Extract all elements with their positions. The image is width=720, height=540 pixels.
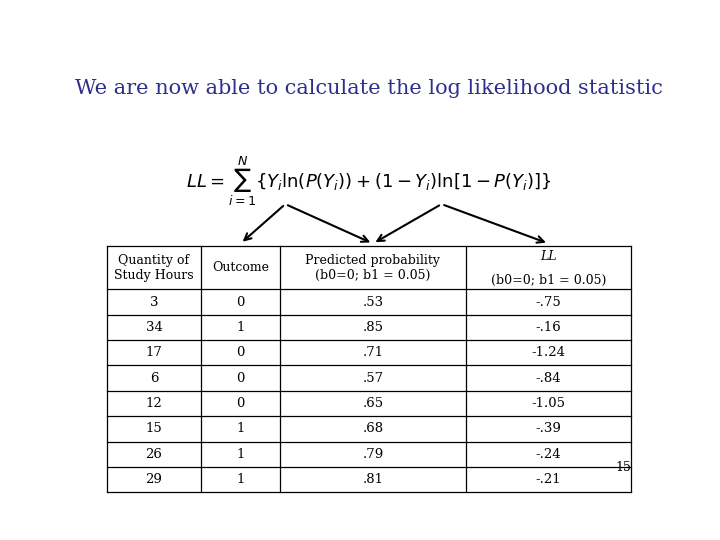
Text: 1: 1 xyxy=(236,448,245,461)
Text: .81: .81 xyxy=(362,473,384,486)
Text: .57: .57 xyxy=(362,372,384,384)
Text: 15: 15 xyxy=(616,461,631,474)
Text: 0: 0 xyxy=(236,372,245,384)
Text: 26: 26 xyxy=(145,448,163,461)
Text: 0: 0 xyxy=(236,397,245,410)
Text: We are now able to calculate the log likelihood statistic: We are now able to calculate the log lik… xyxy=(75,79,663,98)
Text: 1: 1 xyxy=(236,473,245,486)
Text: Outcome: Outcome xyxy=(212,261,269,274)
Text: .53: .53 xyxy=(362,295,384,308)
Text: .85: .85 xyxy=(362,321,384,334)
Text: 34: 34 xyxy=(145,321,163,334)
Text: 12: 12 xyxy=(145,397,162,410)
Text: .68: .68 xyxy=(362,422,384,435)
Text: LL: LL xyxy=(541,250,557,263)
Text: .65: .65 xyxy=(362,397,384,410)
Text: $LL = \sum_{i=1}^{N} \{Y_i \ln(P(Y_i)) + (1-Y_i)\ln[1-P(Y_i)]\}$: $LL = \sum_{i=1}^{N} \{Y_i \ln(P(Y_i)) +… xyxy=(186,154,552,208)
Text: -.21: -.21 xyxy=(536,473,562,486)
Text: -1.24: -1.24 xyxy=(531,346,566,359)
Text: 6: 6 xyxy=(150,372,158,384)
Text: 1: 1 xyxy=(236,321,245,334)
Text: -.84: -.84 xyxy=(536,372,562,384)
Text: 17: 17 xyxy=(145,346,163,359)
Text: .71: .71 xyxy=(362,346,384,359)
Text: -.75: -.75 xyxy=(536,295,562,308)
Text: .79: .79 xyxy=(362,448,384,461)
Text: Predicted probability
(b0=0; b1 = 0.05): Predicted probability (b0=0; b1 = 0.05) xyxy=(305,253,441,281)
Text: -.24: -.24 xyxy=(536,448,562,461)
Text: 0: 0 xyxy=(236,295,245,308)
Text: 1: 1 xyxy=(236,422,245,435)
Text: -1.05: -1.05 xyxy=(531,397,566,410)
Text: (b0=0; b1 = 0.05): (b0=0; b1 = 0.05) xyxy=(491,273,606,287)
Text: -.16: -.16 xyxy=(536,321,562,334)
Text: 15: 15 xyxy=(145,422,162,435)
Text: -.39: -.39 xyxy=(536,422,562,435)
Text: 3: 3 xyxy=(150,295,158,308)
Text: 29: 29 xyxy=(145,473,163,486)
Text: 0: 0 xyxy=(236,346,245,359)
Text: Quantity of
Study Hours: Quantity of Study Hours xyxy=(114,253,194,281)
